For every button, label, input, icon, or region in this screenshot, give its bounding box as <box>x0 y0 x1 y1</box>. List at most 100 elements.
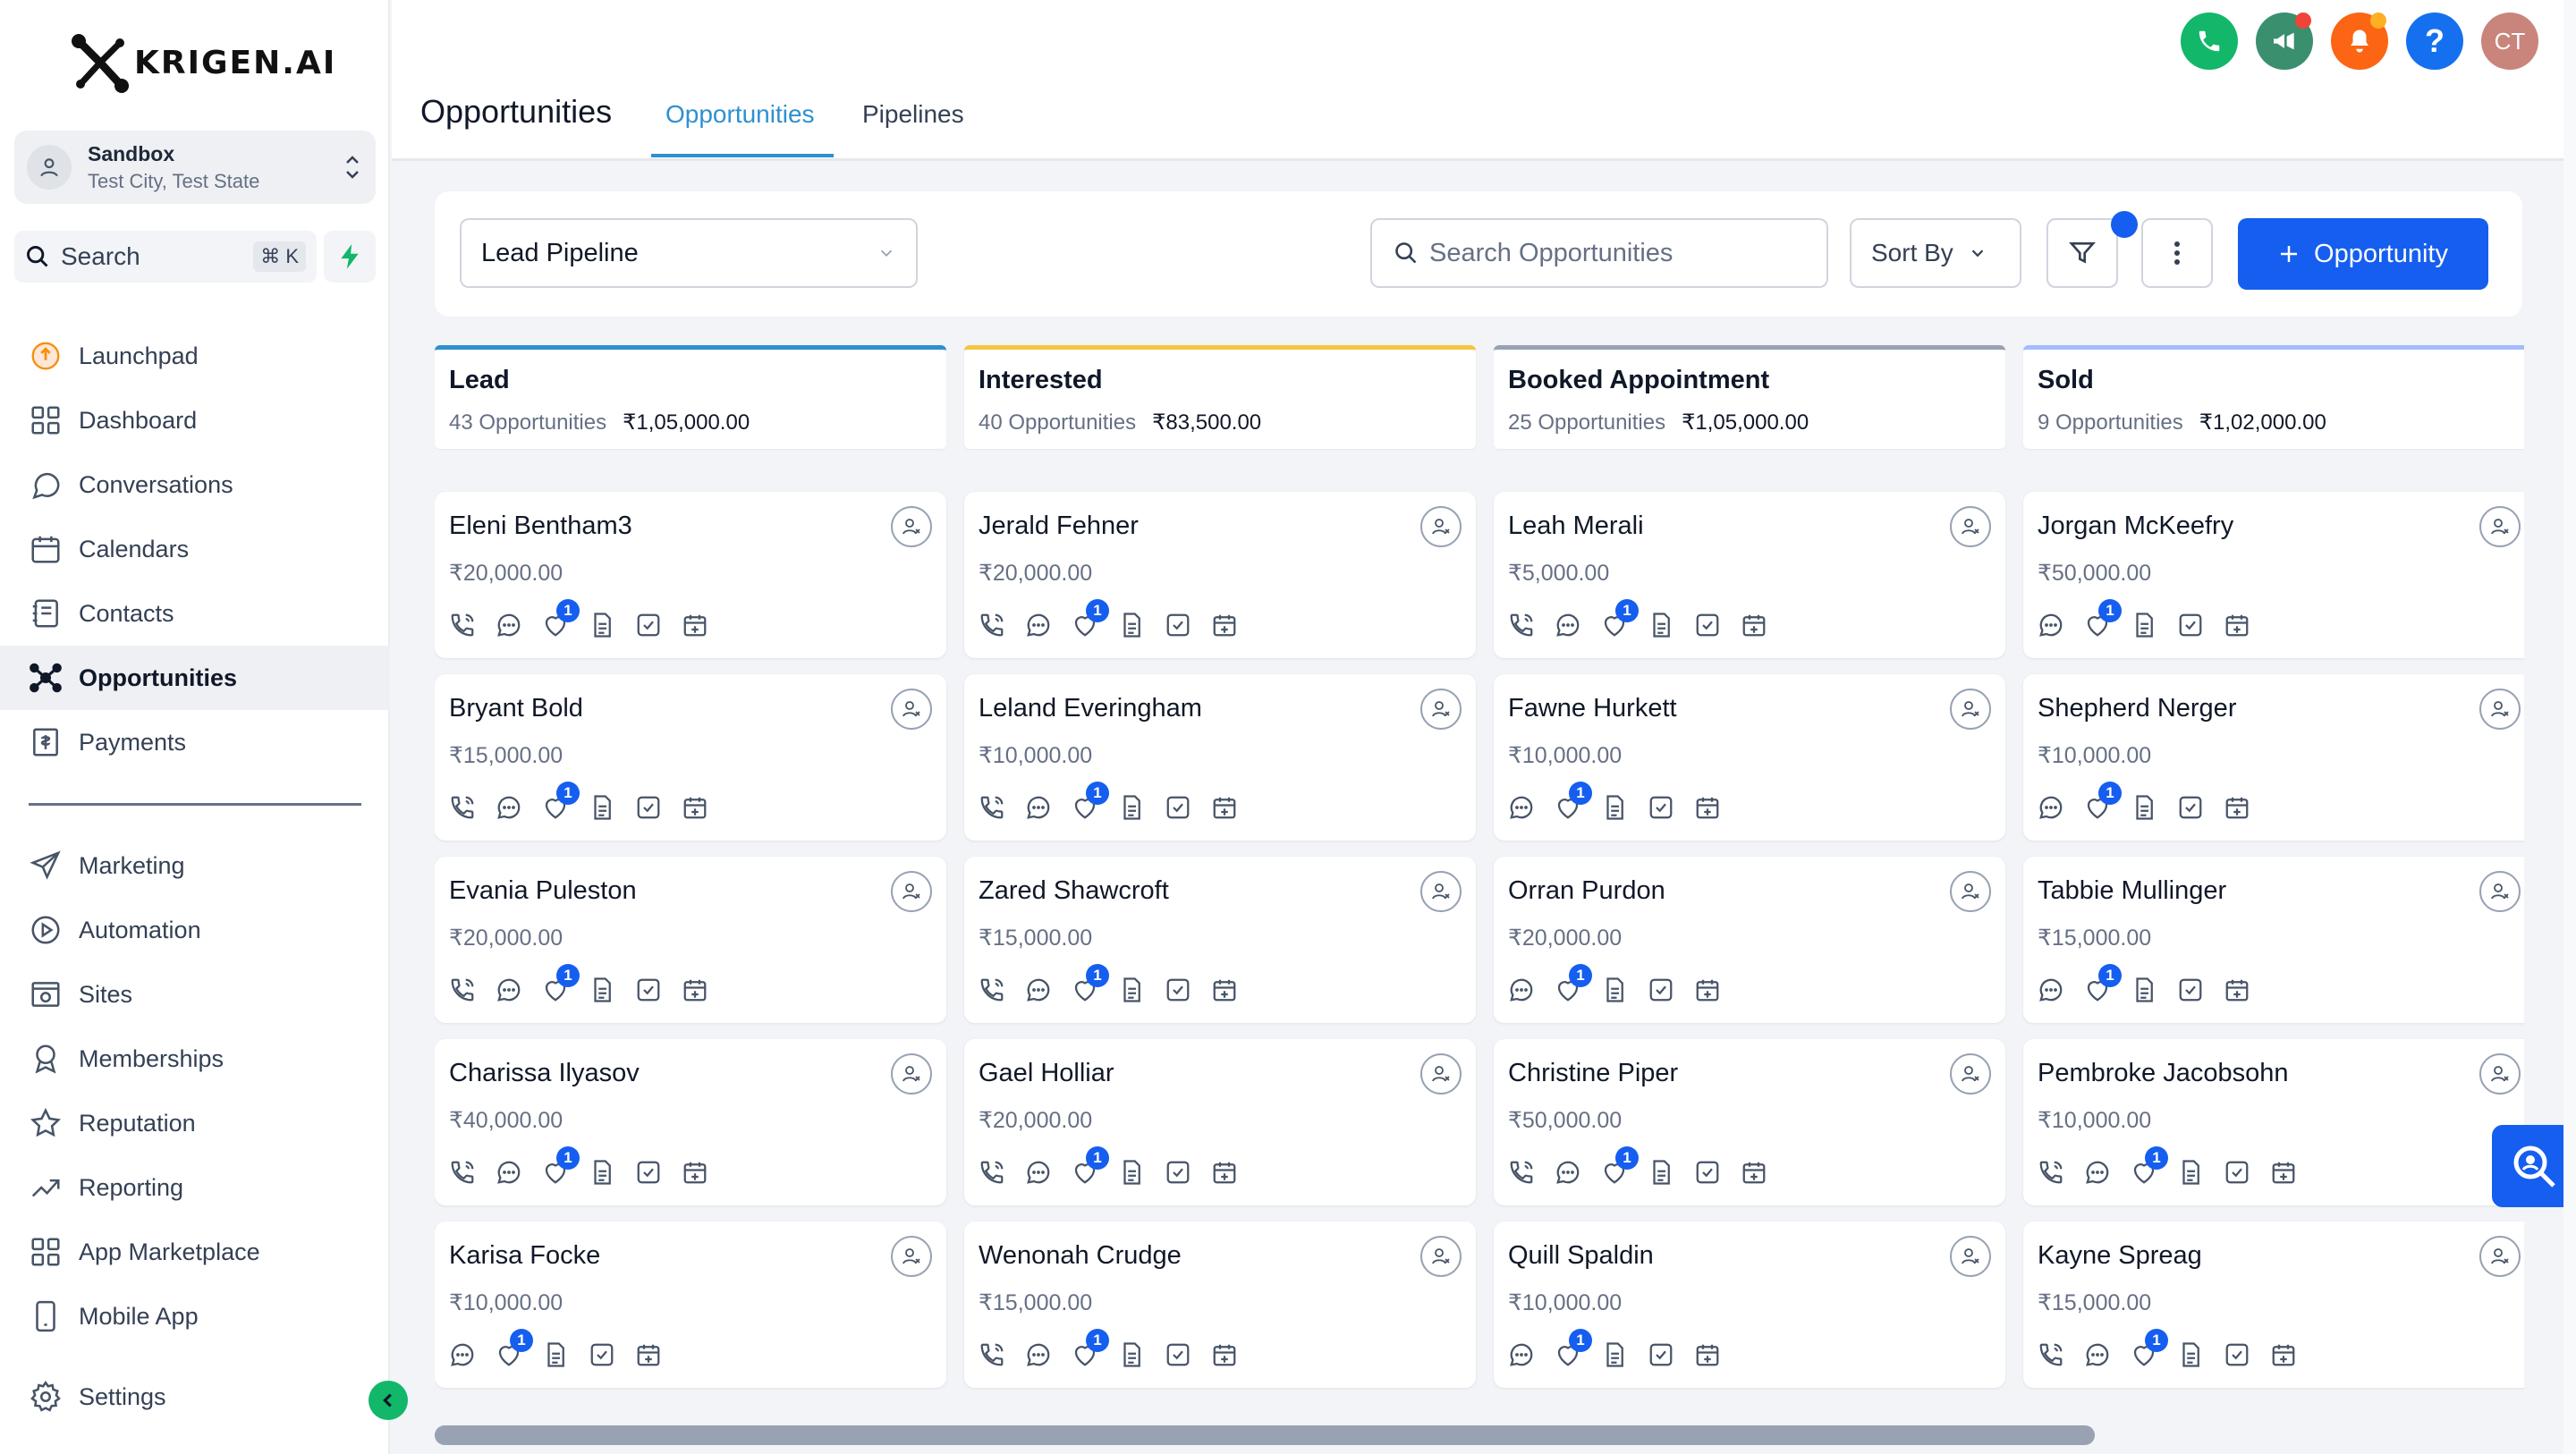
chat-action[interactable] <box>2084 1341 2111 1368</box>
check-action[interactable] <box>1648 976 1674 1003</box>
chat-action[interactable] <box>496 976 522 1003</box>
sidebar-item-launchpad[interactable]: Launchpad <box>0 324 390 388</box>
opportunity-card[interactable]: Pembroke Jacobsohn ₹10,000.00 1 <box>2023 1039 2524 1205</box>
cal-action[interactable] <box>1211 976 1238 1003</box>
tag-action[interactable]: 1 <box>542 782 580 821</box>
column-header[interactable]: Sold 9 Opportunities ₹1,02,000.00 <box>2023 345 2524 449</box>
tag-action[interactable]: 1 <box>1555 964 1592 1003</box>
assign-user-button[interactable] <box>1950 689 1991 730</box>
cal-action[interactable] <box>682 976 708 1003</box>
search-help-widget-button[interactable] <box>2492 1125 2576 1207</box>
phone-button[interactable] <box>2181 13 2238 70</box>
sidebar-item-reporting[interactable]: Reporting <box>0 1155 390 1220</box>
check-action[interactable] <box>1165 1159 1191 1186</box>
doc-action[interactable] <box>542 1341 569 1368</box>
tag-action[interactable]: 1 <box>1072 964 1109 1003</box>
account-switcher[interactable]: Sandbox Test City, Test State <box>14 131 376 204</box>
doc-action[interactable] <box>1118 794 1145 821</box>
help-button[interactable]: ? <box>2406 13 2463 70</box>
cal-action[interactable] <box>1211 794 1238 821</box>
check-action[interactable] <box>635 1159 662 1186</box>
check-action[interactable] <box>2177 976 2204 1003</box>
assign-user-button[interactable] <box>1420 1236 1462 1277</box>
phone-action[interactable] <box>979 612 1005 638</box>
doc-action[interactable] <box>589 794 615 821</box>
tab-pipelines[interactable]: Pipelines <box>862 100 964 128</box>
phone-action[interactable] <box>1508 1159 1535 1186</box>
chat-action[interactable] <box>1025 976 1052 1003</box>
doc-action[interactable] <box>589 976 615 1003</box>
doc-action[interactable] <box>1601 794 1628 821</box>
doc-action[interactable] <box>589 1159 615 1186</box>
sidebar-item-settings[interactable]: Settings <box>0 1365 390 1429</box>
doc-action[interactable] <box>2131 794 2157 821</box>
assign-user-button[interactable] <box>891 689 932 730</box>
doc-action[interactable] <box>2131 976 2157 1003</box>
chat-action[interactable] <box>496 794 522 821</box>
cal-action[interactable] <box>682 1159 708 1186</box>
chat-action[interactable] <box>1025 612 1052 638</box>
opportunity-card[interactable]: Evania Puleston ₹20,000.00 1 <box>435 857 946 1023</box>
add-opportunity-button[interactable]: Opportunity <box>2238 218 2488 290</box>
tag-action[interactable]: 1 <box>1072 599 1109 638</box>
tag-action[interactable]: 1 <box>542 1146 580 1186</box>
brand-logo[interactable]: KRIGEN.AI <box>68 30 336 95</box>
tag-action[interactable]: 1 <box>1601 599 1639 638</box>
user-avatar[interactable]: CT <box>2481 13 2538 70</box>
check-action[interactable] <box>1648 1341 1674 1368</box>
tag-action[interactable]: 1 <box>2084 599 2122 638</box>
cal-action[interactable] <box>1694 976 1721 1003</box>
more-options-button[interactable] <box>2141 218 2213 288</box>
chat-action[interactable] <box>1555 1159 1581 1186</box>
doc-action[interactable] <box>1648 1159 1674 1186</box>
check-action[interactable] <box>635 976 662 1003</box>
check-action[interactable] <box>2177 612 2204 638</box>
check-action[interactable] <box>1694 1159 1721 1186</box>
opportunity-card[interactable]: Quill Spaldin ₹10,000.00 1 <box>1494 1222 2005 1388</box>
doc-action[interactable] <box>589 612 615 638</box>
assign-user-button[interactable] <box>1420 871 1462 912</box>
tag-action[interactable]: 1 <box>2084 782 2122 821</box>
assign-user-button[interactable] <box>891 1236 932 1277</box>
chat-action[interactable] <box>2038 976 2064 1003</box>
chat-action[interactable] <box>1025 794 1052 821</box>
doc-action[interactable] <box>1118 976 1145 1003</box>
assign-user-button[interactable] <box>2479 1236 2521 1277</box>
check-action[interactable] <box>2224 1159 2250 1186</box>
column-header[interactable]: Lead 43 Opportunities ₹1,05,000.00 <box>435 345 946 449</box>
tag-action[interactable]: 1 <box>2131 1329 2168 1368</box>
tag-action[interactable]: 1 <box>1072 1329 1109 1368</box>
assign-user-button[interactable] <box>1420 1053 1462 1095</box>
cal-action[interactable] <box>2224 794 2250 821</box>
chat-action[interactable] <box>2038 612 2064 638</box>
sidebar-item-mobile-app[interactable]: Mobile App <box>0 1284 390 1348</box>
assign-user-button[interactable] <box>891 871 932 912</box>
announcements-button[interactable] <box>2256 13 2313 70</box>
opportunity-card[interactable]: Leah Merali ₹5,000.00 1 <box>1494 492 2005 658</box>
phone-action[interactable] <box>1508 612 1535 638</box>
cal-action[interactable] <box>1741 612 1767 638</box>
assign-user-button[interactable] <box>891 1053 932 1095</box>
opportunity-card[interactable]: Gael Holliar ₹20,000.00 1 <box>964 1039 1476 1205</box>
phone-action[interactable] <box>979 1159 1005 1186</box>
sort-by-button[interactable]: Sort By <box>1850 218 2021 288</box>
cal-action[interactable] <box>2270 1159 2297 1186</box>
check-action[interactable] <box>2177 794 2204 821</box>
doc-action[interactable] <box>2177 1159 2204 1186</box>
check-action[interactable] <box>2224 1341 2250 1368</box>
cal-action[interactable] <box>1211 612 1238 638</box>
cal-action[interactable] <box>1211 1159 1238 1186</box>
chat-action[interactable] <box>1508 794 1535 821</box>
check-action[interactable] <box>1165 612 1191 638</box>
assign-user-button[interactable] <box>2479 506 2521 547</box>
chat-action[interactable] <box>2038 794 2064 821</box>
tag-action[interactable]: 1 <box>2084 964 2122 1003</box>
opportunity-card[interactable]: Jorgan McKeefry ₹50,000.00 1 <box>2023 492 2524 658</box>
pipeline-select[interactable]: Lead Pipeline <box>460 218 918 288</box>
collapse-sidebar-button[interactable] <box>369 1381 408 1420</box>
check-action[interactable] <box>635 794 662 821</box>
check-action[interactable] <box>1165 794 1191 821</box>
doc-action[interactable] <box>2131 612 2157 638</box>
sidebar-item-memberships[interactable]: Memberships <box>0 1027 390 1091</box>
check-action[interactable] <box>1648 794 1674 821</box>
